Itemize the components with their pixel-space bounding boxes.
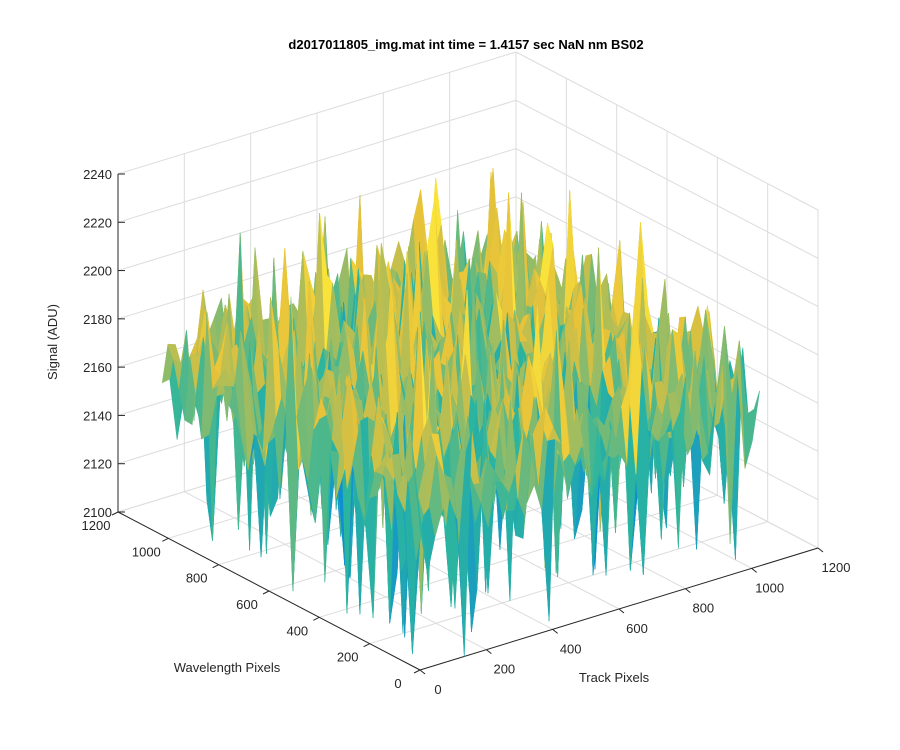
y-tick-label: 800	[186, 571, 208, 586]
floor-gridline	[319, 494, 718, 618]
y-tick-mark	[212, 564, 219, 569]
x-tick-mark	[486, 649, 492, 655]
x-tick-mark	[552, 628, 558, 634]
y-tick-mark	[262, 590, 270, 595]
chart-title: d2017011805_img.mat int time = 1.4157 se…	[288, 37, 643, 52]
z-tick-label: 2200	[83, 264, 112, 279]
x-tick-label: 1200	[822, 560, 851, 575]
y-tick-label: 200	[337, 650, 359, 665]
x-tick-label: 1000	[755, 580, 784, 595]
surface-facet	[414, 472, 428, 574]
x-tick-label: 200	[493, 662, 515, 677]
back-wall-gridline	[117, 148, 517, 272]
right-wall-gridline	[515, 51, 819, 211]
y-tick-mark	[162, 537, 169, 542]
back-wall-gridline	[117, 99, 517, 223]
right-wall-gridline	[515, 148, 819, 308]
z-tick-label: 2180	[83, 312, 112, 327]
y-tick-mark	[313, 616, 320, 621]
right-wall-gridline	[515, 196, 819, 356]
x-tick-mark	[751, 567, 757, 573]
x-tick-mark	[419, 669, 426, 675]
surface-layer	[161, 168, 760, 657]
z-tick-label: 2100	[83, 505, 112, 520]
ticks-layer: 0 200 400 600 800 1000 1200 0 200 400 600 800 1000 12…	[82, 167, 851, 697]
z-tick-label: 2220	[83, 215, 112, 230]
x-tick-label: 400	[560, 641, 582, 656]
x-tick-mark	[685, 588, 691, 594]
x-tick-mark	[817, 547, 824, 553]
y-tick-label: 400	[286, 623, 308, 638]
y-tick-mark	[363, 643, 370, 648]
back-wall-gridline	[117, 51, 517, 175]
y-tick-label: 0	[394, 676, 401, 691]
x-tick-label: 0	[434, 682, 441, 697]
x-tick-label: 600	[626, 621, 648, 636]
x-tick-label: 800	[692, 601, 714, 616]
x-axis-label: Track Pixels	[579, 670, 650, 685]
z-tick-label: 2160	[83, 360, 112, 375]
x-tick-mark	[618, 608, 625, 614]
y-tick-label: 1200	[82, 518, 111, 533]
z-tick-label: 2240	[83, 167, 112, 182]
back-wall-gridline	[117, 196, 517, 320]
y-tick-mark	[111, 511, 119, 516]
y-axis-label: Wavelength Pixels	[174, 660, 281, 675]
z-axis-label: Signal (ADU)	[45, 304, 60, 380]
y-tick-label: 1000	[132, 544, 161, 559]
right-wall-gridline	[515, 99, 819, 259]
floor-gridline	[369, 521, 768, 645]
y-tick-label: 600	[236, 597, 258, 612]
z-tick-label: 2140	[83, 408, 112, 423]
z-tick-label: 2120	[83, 457, 112, 472]
y-tick-mark	[413, 669, 421, 674]
